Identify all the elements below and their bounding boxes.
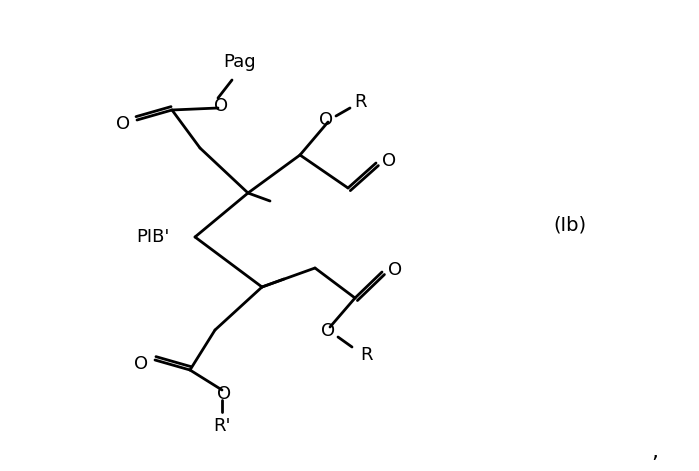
Text: O: O [134,355,148,373]
Text: O: O [388,261,402,279]
Text: ,: , [651,442,658,462]
Text: O: O [214,97,228,115]
Text: Pag: Pag [224,53,257,71]
Text: O: O [319,111,333,129]
Text: O: O [321,322,335,340]
Text: R: R [360,346,373,364]
Text: (Ib): (Ib) [554,216,586,235]
Text: PIB': PIB' [136,228,170,246]
Text: O: O [217,385,231,403]
Text: O: O [382,152,396,170]
Text: R: R [355,93,367,111]
Text: R': R' [213,417,231,435]
Text: O: O [116,115,130,133]
